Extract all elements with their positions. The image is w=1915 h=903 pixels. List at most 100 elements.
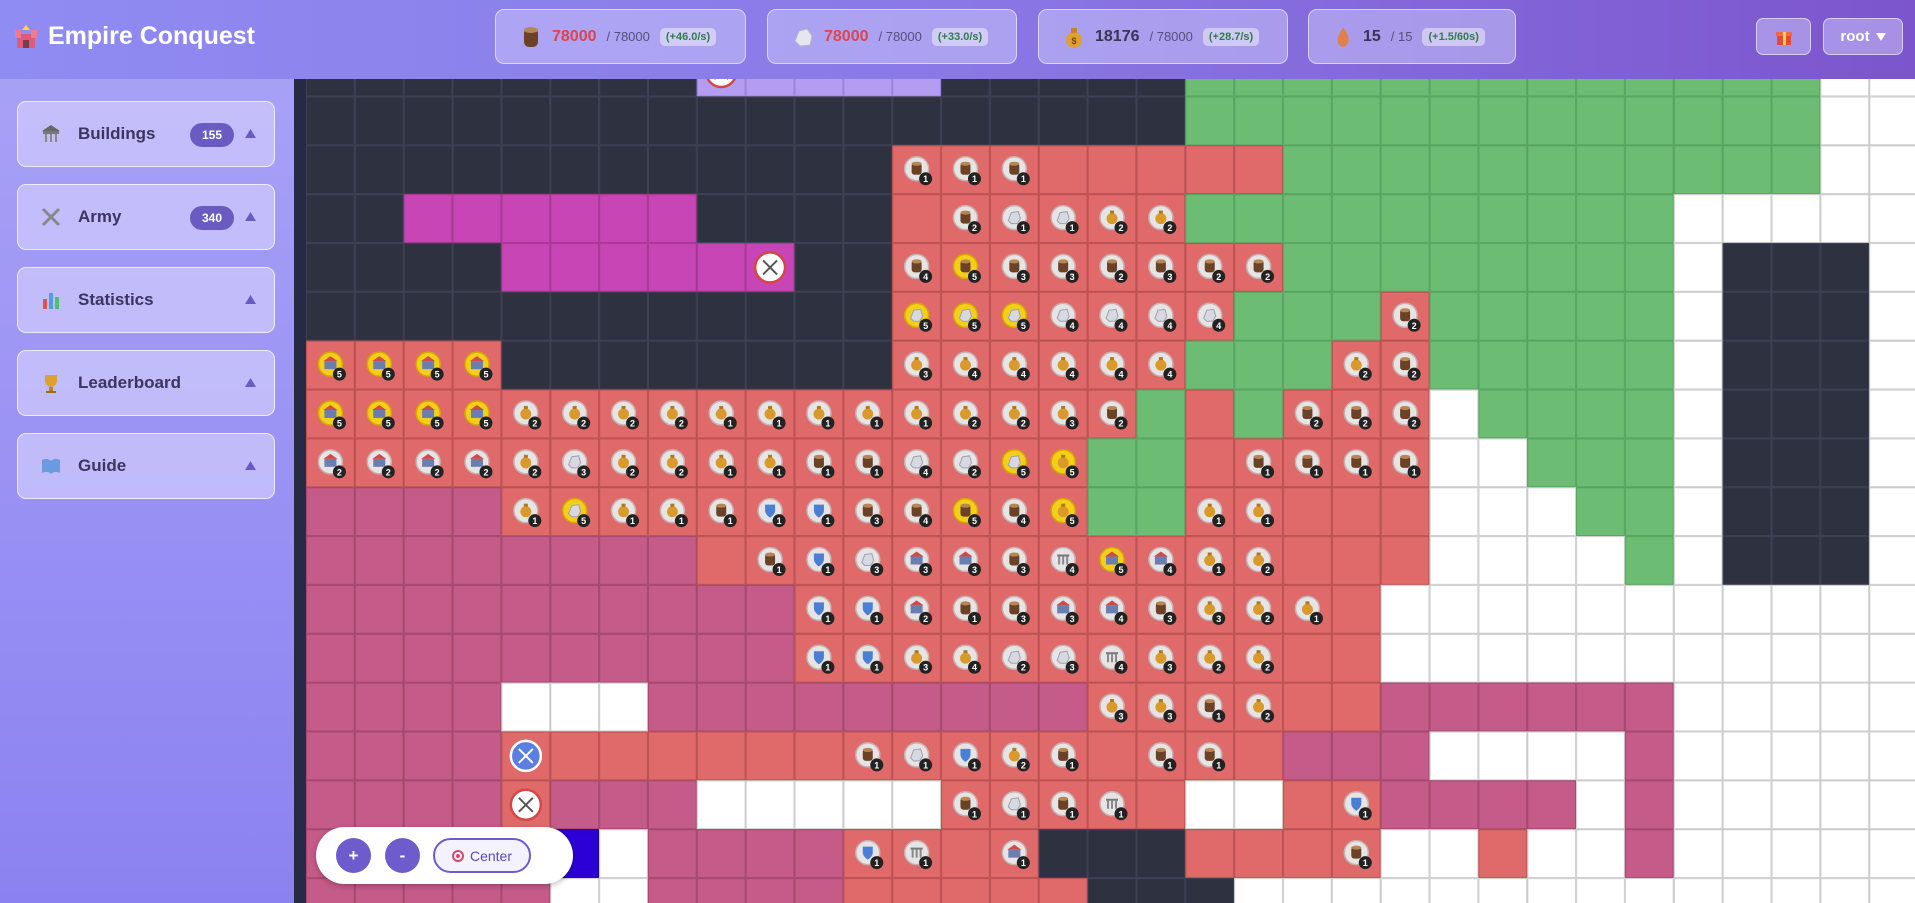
tile[interactable] bbox=[1185, 194, 1235, 244]
tile[interactable] bbox=[354, 96, 404, 146]
tile[interactable]: 1 bbox=[843, 584, 893, 634]
tile[interactable] bbox=[1820, 389, 1870, 439]
tile[interactable] bbox=[354, 633, 404, 683]
tile[interactable] bbox=[1673, 389, 1723, 439]
tile[interactable]: 5 bbox=[1087, 536, 1137, 586]
tile[interactable]: 2 bbox=[452, 438, 502, 488]
tile[interactable] bbox=[306, 194, 355, 244]
tile[interactable]: 2 bbox=[892, 584, 942, 634]
tile[interactable] bbox=[550, 682, 600, 732]
tile[interactable]: 5 bbox=[892, 291, 942, 341]
tile[interactable] bbox=[696, 682, 746, 732]
tile[interactable] bbox=[1527, 633, 1577, 683]
tile[interactable] bbox=[501, 682, 551, 732]
tile[interactable] bbox=[1771, 145, 1821, 195]
tile[interactable] bbox=[1478, 340, 1528, 390]
tile[interactable]: 2 bbox=[1331, 389, 1381, 439]
tile[interactable] bbox=[599, 96, 649, 146]
tile[interactable] bbox=[940, 877, 990, 903]
tile[interactable] bbox=[1478, 682, 1528, 732]
tile[interactable] bbox=[647, 780, 697, 830]
tile[interactable] bbox=[550, 145, 600, 195]
tile[interactable] bbox=[1673, 79, 1723, 97]
tile[interactable] bbox=[599, 194, 649, 244]
tile[interactable] bbox=[1771, 731, 1821, 781]
tile[interactable] bbox=[599, 731, 649, 781]
tile[interactable]: 1 bbox=[1087, 780, 1137, 830]
tile[interactable] bbox=[1429, 79, 1479, 97]
tile[interactable] bbox=[892, 780, 942, 830]
tile[interactable] bbox=[1478, 438, 1528, 488]
tile[interactable] bbox=[1234, 731, 1284, 781]
tile[interactable] bbox=[1820, 584, 1870, 634]
tile[interactable] bbox=[1869, 584, 1915, 634]
tile[interactable]: 1 bbox=[892, 731, 942, 781]
tile[interactable] bbox=[1820, 291, 1870, 341]
tile[interactable] bbox=[1087, 731, 1137, 781]
tile[interactable] bbox=[306, 536, 355, 586]
tile[interactable] bbox=[1331, 633, 1381, 683]
tile[interactable] bbox=[1331, 194, 1381, 244]
tile[interactable] bbox=[599, 536, 649, 586]
tile[interactable] bbox=[1527, 340, 1577, 390]
tile[interactable]: 1 bbox=[940, 145, 990, 195]
tile[interactable] bbox=[1136, 829, 1186, 879]
tile[interactable] bbox=[452, 79, 502, 97]
tile[interactable] bbox=[1527, 682, 1577, 732]
tile[interactable] bbox=[1575, 438, 1626, 488]
tile[interactable] bbox=[1820, 487, 1870, 537]
tile[interactable]: 1 bbox=[892, 389, 942, 439]
tile[interactable] bbox=[647, 682, 697, 732]
tile[interactable] bbox=[696, 877, 746, 903]
tile[interactable] bbox=[1820, 145, 1870, 195]
tile[interactable] bbox=[1575, 145, 1626, 195]
tile[interactable] bbox=[1087, 877, 1137, 903]
tile[interactable]: 3 bbox=[940, 536, 990, 586]
tile[interactable] bbox=[1575, 829, 1626, 879]
tile[interactable] bbox=[1429, 877, 1479, 903]
tile[interactable]: 3 bbox=[843, 487, 893, 537]
tile[interactable] bbox=[1869, 536, 1915, 586]
tile[interactable] bbox=[1771, 340, 1821, 390]
tile[interactable] bbox=[1478, 291, 1528, 341]
tile[interactable] bbox=[989, 79, 1039, 97]
tile[interactable] bbox=[1282, 829, 1332, 879]
tile[interactable]: 4 bbox=[1087, 340, 1137, 390]
tile[interactable]: 4 bbox=[892, 438, 942, 488]
tile[interactable] bbox=[647, 96, 697, 146]
sidebar-panel[interactable]: Statistics bbox=[17, 267, 275, 333]
tile[interactable]: 4 bbox=[1038, 536, 1088, 586]
tile[interactable] bbox=[745, 682, 795, 732]
tile[interactable]: 1 bbox=[989, 145, 1039, 195]
tile[interactable] bbox=[745, 731, 795, 781]
tile[interactable] bbox=[1527, 536, 1577, 586]
tile[interactable]: 3 bbox=[1136, 584, 1186, 634]
tile[interactable] bbox=[1234, 340, 1284, 390]
tile[interactable] bbox=[1234, 96, 1284, 146]
tile[interactable]: 5 bbox=[354, 389, 404, 439]
tile[interactable]: 4 bbox=[1185, 291, 1235, 341]
tile[interactable] bbox=[599, 145, 649, 195]
tile[interactable] bbox=[1331, 96, 1381, 146]
sidebar-panel[interactable]: Buildings 155 bbox=[17, 101, 275, 167]
tile[interactable] bbox=[794, 829, 844, 879]
tile[interactable] bbox=[1722, 242, 1772, 292]
tile[interactable] bbox=[696, 536, 746, 586]
tile[interactable] bbox=[1038, 829, 1088, 879]
tile[interactable]: 5 bbox=[940, 291, 990, 341]
tile[interactable] bbox=[1380, 145, 1430, 195]
tile[interactable] bbox=[354, 584, 404, 634]
tile[interactable] bbox=[647, 145, 697, 195]
tile[interactable] bbox=[550, 877, 600, 903]
tile[interactable]: 2 bbox=[1087, 389, 1137, 439]
tile[interactable] bbox=[647, 79, 697, 97]
tile[interactable] bbox=[550, 194, 600, 244]
tile[interactable] bbox=[1820, 242, 1870, 292]
tile[interactable]: 1 bbox=[501, 487, 551, 537]
tile[interactable] bbox=[306, 96, 355, 146]
tile[interactable] bbox=[1478, 877, 1528, 903]
tile[interactable] bbox=[1820, 682, 1870, 732]
tile[interactable]: 1 bbox=[843, 829, 893, 879]
tile[interactable] bbox=[452, 242, 502, 292]
tile[interactable] bbox=[1624, 584, 1674, 634]
